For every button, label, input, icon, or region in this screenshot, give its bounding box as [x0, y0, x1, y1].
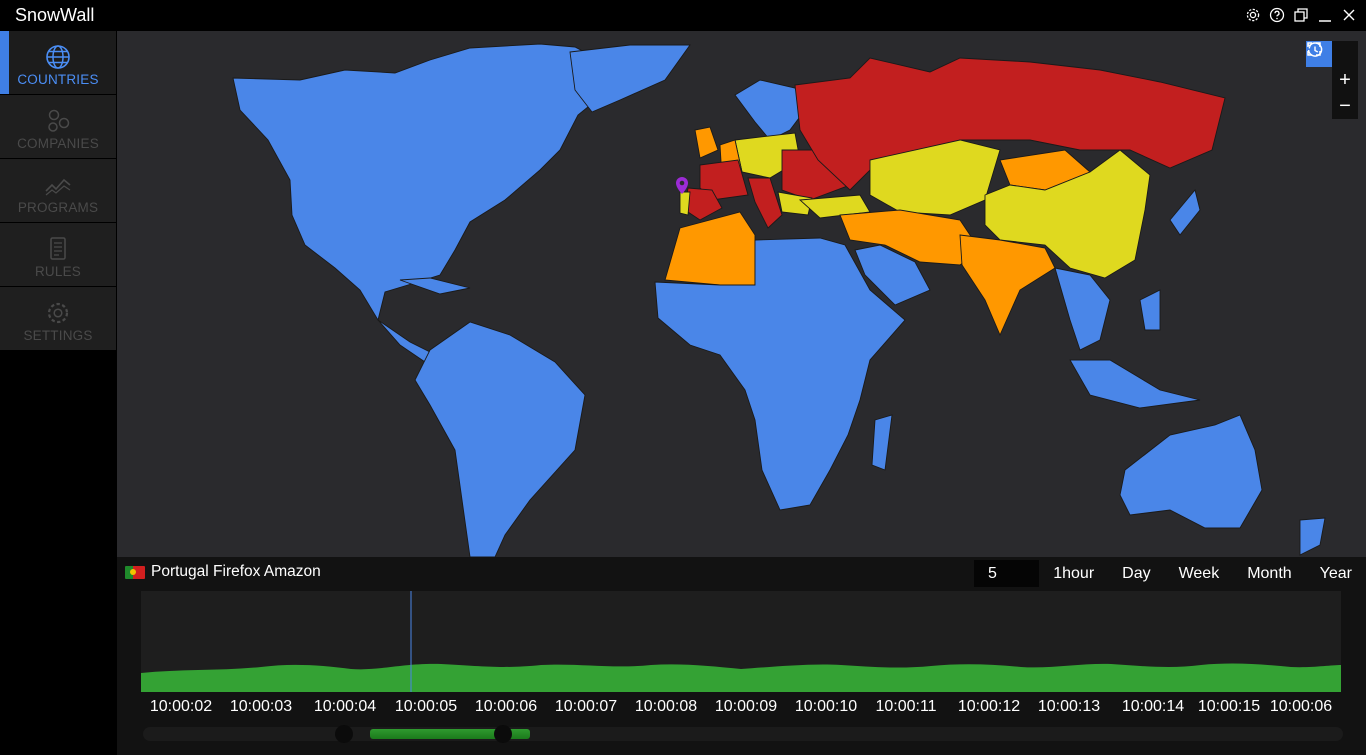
sidebar-item-settings[interactable]: SETTINGS	[0, 287, 116, 351]
time-tick: 10:00:07	[554, 698, 618, 715]
settings-icon	[47, 302, 69, 324]
country-central-asia	[869, 139, 1001, 216]
range-end-handle[interactable]	[494, 725, 512, 743]
country-madagascar	[871, 414, 893, 471]
tab-5-min[interactable]: 5 min	[974, 560, 1040, 609]
time-range-tabs: 5 min 1hour Day Week Month Year	[974, 560, 1366, 609]
time-axis: 10:00:02 10:00:03 10:00:04 10:00:05 10:0…	[117, 698, 1366, 718]
sidebar-item-label: COMPANIES	[17, 136, 99, 151]
selection-header: Portugal Firefox Amazon	[125, 563, 321, 581]
time-tick: 10:00:06	[1269, 698, 1333, 715]
programs-icon	[45, 178, 71, 196]
time-tick: 10:00:13	[1037, 698, 1101, 715]
tab-year[interactable]: Year	[1319, 565, 1352, 582]
range-start-handle[interactable]	[335, 725, 353, 743]
companies-icon	[48, 109, 70, 132]
sidebar-item-label: COUNTRIES	[17, 72, 99, 87]
timeline-range-thumb[interactable]	[370, 729, 530, 739]
country-scandinavia	[734, 79, 806, 141]
time-tick: 10:00:12	[957, 698, 1021, 715]
window-controls	[1244, 6, 1358, 24]
sidebar-item-label: PROGRAMS	[17, 200, 99, 215]
time-tick: 10:00:02	[149, 698, 213, 715]
tab-day[interactable]: Day	[1122, 565, 1151, 582]
time-tick: 10:00:09	[714, 698, 778, 715]
country-portugal	[679, 191, 691, 216]
restore-icon[interactable]	[1292, 6, 1310, 24]
title-bar: SnowWall	[0, 0, 1366, 31]
country-greenland	[569, 44, 691, 113]
minimize-icon[interactable]	[1316, 6, 1334, 24]
sidebar-item-companies[interactable]: COMPANIES	[0, 95, 116, 159]
zoom-out-button[interactable]: −	[1332, 93, 1358, 119]
timeline-scrollbar[interactable]	[143, 725, 1343, 743]
country-central-america	[377, 319, 433, 363]
country-japan	[1169, 189, 1201, 236]
map-canvas	[232, 43, 1326, 557]
location-pin-icon[interactable]	[676, 177, 688, 194]
country-africa	[654, 237, 906, 511]
world-map[interactable]: + −	[117, 31, 1366, 557]
country-new-zealand	[1299, 517, 1326, 556]
sidebar: COUNTRIES COMPANIES PROGRAMS RULES SETTI…	[0, 31, 117, 755]
sidebar-item-label: RULES	[34, 264, 81, 279]
sidebar-item-label: SETTINGS	[23, 328, 93, 343]
traffic-panel: Portugal Firefox Amazon 5 min 1hour Day …	[117, 557, 1366, 755]
country-middle-east	[839, 209, 981, 266]
sidebar-item-countries[interactable]: COUNTRIES	[0, 31, 116, 95]
time-tick: 10:00:14	[1121, 698, 1185, 715]
close-icon[interactable]	[1340, 6, 1358, 24]
fullscreen-icon[interactable]	[1307, 41, 1358, 67]
portugal-flag	[125, 565, 145, 579]
time-tick: 10:00:15	[1197, 698, 1261, 715]
country-australia	[1119, 414, 1263, 529]
selection-label: Portugal Firefox Amazon	[151, 563, 321, 580]
country-south-america	[414, 321, 586, 557]
sidebar-item-rules[interactable]: RULES	[0, 223, 116, 287]
country-balkans	[777, 191, 813, 216]
time-tick: 10:00:03	[229, 698, 293, 715]
rules-icon	[50, 237, 66, 260]
gear-icon[interactable]	[1244, 6, 1262, 24]
country-india	[959, 234, 1056, 337]
country-turkey	[798, 194, 871, 219]
time-tick: 10:00:10	[794, 698, 858, 715]
country-north-america	[232, 43, 616, 322]
country-china	[984, 149, 1151, 279]
time-tick: 10:00:04	[313, 698, 377, 715]
tab-week[interactable]: Week	[1178, 565, 1220, 582]
traffic-chart[interactable]	[141, 591, 1341, 692]
time-tick: 10:00:06	[474, 698, 538, 715]
country-southeast-asia	[1054, 267, 1111, 351]
country-arabia	[854, 244, 931, 306]
time-tick: 10:00:05	[394, 698, 458, 715]
time-tick: 10:00:11	[875, 698, 937, 715]
traffic-area	[141, 663, 1341, 692]
app-title: SnowWall	[15, 5, 95, 25]
sidebar-item-programs[interactable]: PROGRAMS	[0, 159, 116, 223]
country-north-africa	[664, 211, 756, 286]
country-indonesia	[1069, 359, 1201, 409]
history-icon[interactable]	[1306, 41, 1332, 67]
country-italy	[747, 177, 783, 229]
country-uk	[694, 126, 719, 159]
time-tick: 10:00:08	[634, 698, 698, 715]
tab-1hour[interactable]: 1hour	[1053, 565, 1095, 582]
tab-month[interactable]: Month	[1247, 565, 1292, 582]
country-philippines	[1139, 289, 1161, 331]
country-caribbean	[399, 277, 471, 295]
globe-icon	[46, 45, 70, 69]
zoom-in-button[interactable]: +	[1332, 67, 1358, 93]
help-icon[interactable]	[1268, 6, 1286, 24]
